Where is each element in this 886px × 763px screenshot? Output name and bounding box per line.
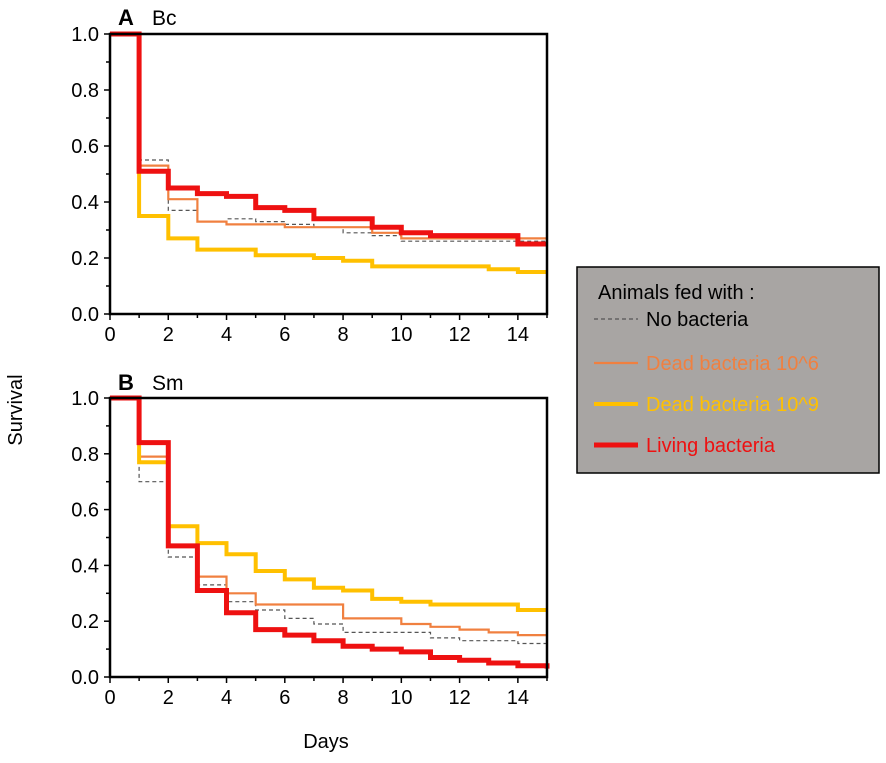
legend-label: No bacteria — [646, 309, 749, 331]
x-tick-label: 0 — [104, 687, 115, 709]
panel-a-series-no-bacteria — [110, 33, 547, 242]
panel-b-series-no-bacteria — [110, 397, 548, 647]
x-tick-label: 2 — [163, 324, 174, 346]
y-tick-label: 0.6 — [71, 500, 99, 522]
x-tick-label: 14 — [507, 324, 529, 346]
panel-a-title: Bc — [152, 7, 177, 30]
y-tick-label: 0.8 — [71, 80, 99, 102]
legend-label: Dead bacteria 10^9 — [646, 394, 819, 416]
x-tick-label: 4 — [221, 687, 232, 709]
legend-label: Living bacteria — [646, 435, 776, 457]
panel-b-title: Sm — [152, 372, 184, 395]
y-tick-label: 0.2 — [71, 611, 99, 633]
x-tick-label: 8 — [338, 324, 349, 346]
panel-a-series-dead-bacteria-10-9 — [110, 32, 547, 274]
panel-b-series-dead-bacteria-10-6 — [110, 396, 547, 637]
y-tick-label: 0.4 — [71, 555, 99, 577]
panel-a-frame — [108, 32, 549, 316]
y-tick-label: 0.0 — [71, 667, 99, 689]
panel-b-series-dead-bacteria-10-9 — [110, 396, 547, 612]
panel-b-frame — [108, 396, 549, 679]
y-tick-label: 0.6 — [71, 136, 99, 158]
x-tick-label: 2 — [163, 687, 174, 709]
y-tick-label: 0.0 — [71, 304, 99, 326]
panel-a-series-dead-bacteria-10-6 — [110, 32, 547, 240]
x-tick-label: 12 — [448, 687, 470, 709]
x-tick-label: 10 — [390, 687, 412, 709]
panel-b: B Sm 0.0 0.2 0.4 0.6 0.8 1.0 0 2 4 6 8 10 12 14 — [71, 370, 550, 709]
x-tick-label: 12 — [448, 324, 470, 346]
x-tick-label: 10 — [390, 324, 412, 346]
panel-b-letter: B — [118, 370, 134, 395]
x-tick-label: 6 — [279, 324, 290, 346]
panel-b-series-living-bacteria — [110, 395, 550, 669]
x-tick-label: 8 — [338, 687, 349, 709]
y-tick-label: 0.2 — [71, 248, 99, 270]
shared-y-axis-label: Survival — [5, 374, 27, 445]
shared-x-axis-label: Days — [303, 731, 349, 753]
panel-a: A Bc 0.0 0.2 0.4 0.6 0.8 1.0 0 2 4 6 8 10 12 14 — [71, 5, 549, 346]
legend: Animals fed with : No bacteria Dead bacte… — [576, 266, 880, 474]
y-tick-label: 1.0 — [71, 24, 99, 46]
legend-box — [576, 266, 880, 474]
x-tick-label: 0 — [104, 324, 115, 346]
y-tick-label: 0.8 — [71, 444, 99, 466]
x-tick-label: 6 — [279, 687, 290, 709]
y-tick-label: 0.4 — [71, 192, 99, 214]
x-tick-label: 14 — [507, 687, 529, 709]
y-tick-label: 1.0 — [71, 388, 99, 410]
panel-a-letter: A — [118, 5, 134, 30]
panel-a-series-living-bacteria — [110, 31, 547, 247]
x-tick-label: 4 — [221, 324, 232, 346]
legend-title: Animals fed with : — [598, 282, 755, 304]
legend-label: Dead bacteria 10^6 — [646, 353, 819, 375]
